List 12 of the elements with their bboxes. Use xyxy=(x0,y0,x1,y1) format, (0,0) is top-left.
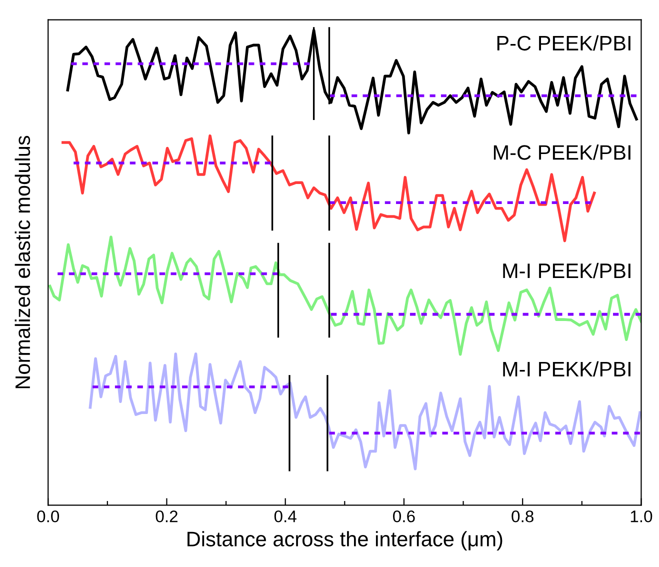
x-axis-title: Distance across the interface (μm) xyxy=(188,531,502,551)
x-tick-label: 0.6 xyxy=(393,510,415,522)
x-tick-label: 1.0 xyxy=(630,510,652,522)
series-label: M-C PEEK/PBI xyxy=(494,144,630,160)
y-axis-title: Normalized elastic modulus xyxy=(14,136,30,388)
series-label: M-I PEEK/PBI xyxy=(503,262,630,278)
x-tick-label: 0.8 xyxy=(512,510,534,522)
x-tick-label: 0.2 xyxy=(156,510,178,522)
series-label: M-I PEKK/PBI xyxy=(503,361,630,377)
series-label: P-C PEEK/PBI xyxy=(497,35,630,51)
x-tick-label: 0.0 xyxy=(37,510,60,522)
x-tick-label: 0.4 xyxy=(274,510,296,522)
